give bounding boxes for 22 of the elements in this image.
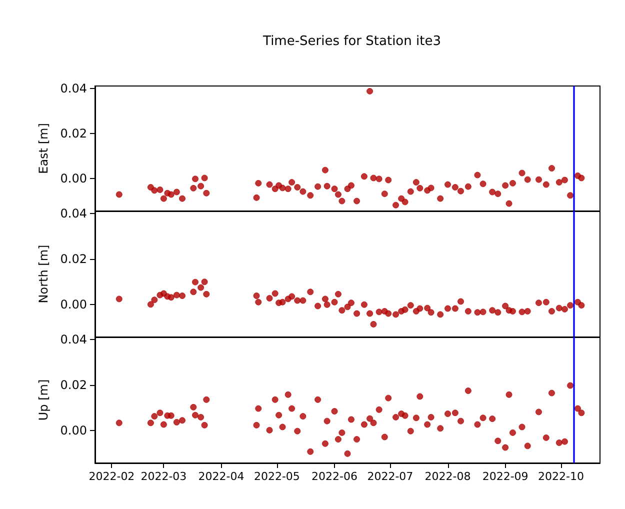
y-tick-label: 0.02 bbox=[60, 252, 87, 266]
x-tick-label: 2022-04 bbox=[198, 470, 244, 483]
y-axis-title: Up [m] bbox=[36, 379, 50, 421]
y-tick-label: 0.00 bbox=[60, 423, 87, 438]
x-tick-label: 2022-10 bbox=[538, 470, 584, 483]
y-tick-label: 0.04 bbox=[60, 332, 87, 346]
x-tick-label: 2022-05 bbox=[254, 470, 300, 483]
y-tick-label: 0.00 bbox=[60, 297, 87, 312]
x-tick-label: 2022-06 bbox=[312, 470, 358, 483]
x-tick-label: 2022-02 bbox=[88, 470, 135, 483]
chart-title: Time-Series for Station ite3 bbox=[262, 34, 441, 49]
y-tick-label: 0.02 bbox=[60, 126, 87, 140]
y-tick-label: 0.04 bbox=[60, 206, 87, 220]
x-tick-label: 2022-07 bbox=[367, 470, 414, 483]
y-tick-label: 0.02 bbox=[60, 378, 87, 392]
x-tick-label: 2022-03 bbox=[140, 470, 187, 483]
y-axis-title: East [m] bbox=[36, 123, 50, 174]
y-axis-title: North [m] bbox=[36, 244, 50, 304]
x-tick-label: 2022-09 bbox=[482, 470, 528, 483]
y-tick-label: 0.00 bbox=[60, 172, 87, 186]
y-tick-label: 0.04 bbox=[60, 81, 87, 96]
x-tick-label: 2022-08 bbox=[424, 470, 471, 483]
